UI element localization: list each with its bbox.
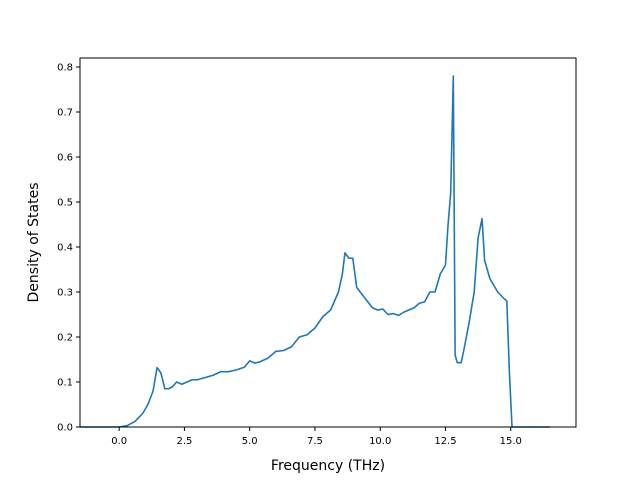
y-tick-label: 0.6 — [57, 153, 73, 164]
y-tick-label: 0.7 — [57, 108, 73, 119]
x-axis-label: Frequency (THz) — [271, 458, 385, 474]
plot-area — [80, 75, 550, 428]
x-tick-label: 2.5 — [176, 436, 192, 447]
y-tick-label: 0.8 — [57, 63, 73, 74]
y-tick-label: 0.2 — [57, 333, 73, 344]
x-tick-label: 7.5 — [307, 436, 323, 447]
x-tick-label: 12.5 — [434, 436, 456, 447]
y-tick-label: 0.5 — [57, 198, 73, 209]
y-tick-label: 0.4 — [57, 243, 73, 254]
y-axis-label: Density of States — [26, 183, 42, 303]
x-tick-label: 5.0 — [242, 436, 258, 447]
x-tick-label: 10.0 — [369, 436, 391, 447]
x-tick-label: 0.0 — [111, 436, 127, 447]
x-axis-ticks: 0.0 2.5 5.0 7.5 10.0 12.5 15.0 — [111, 427, 522, 447]
series-line-0 — [80, 75, 550, 428]
plot-frame — [79, 57, 577, 428]
y-axis-ticks: 0.0 0.1 0.2 0.3 0.4 0.5 0.6 0.7 0.8 — [57, 63, 80, 434]
y-tick-label: 0.0 — [57, 423, 73, 434]
y-tick-label: 0.3 — [57, 288, 73, 299]
y-tick-label: 0.1 — [57, 378, 73, 389]
x-tick-label: 15.0 — [500, 436, 522, 447]
